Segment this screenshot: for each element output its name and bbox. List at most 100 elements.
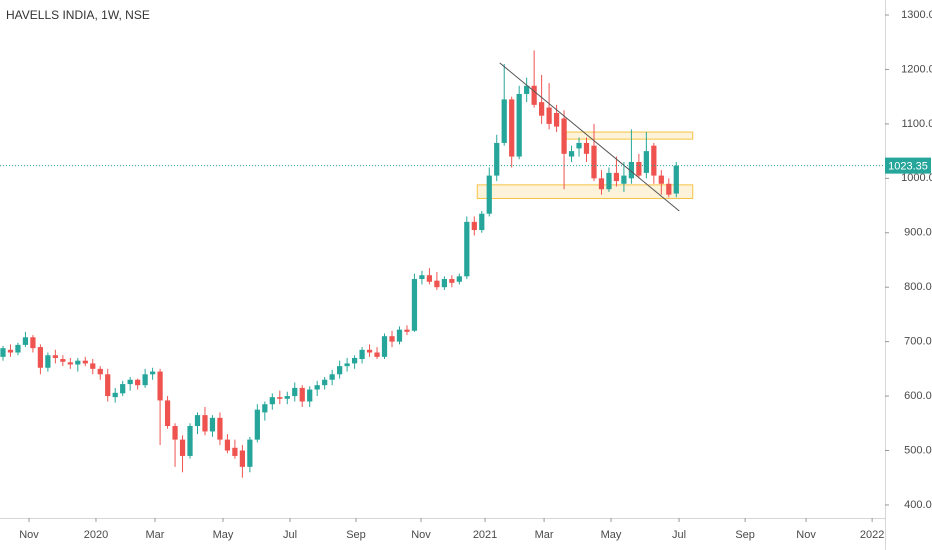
y-tick-label: 600.00 (904, 390, 932, 402)
candle-body (479, 213, 485, 231)
candle-body (516, 93, 522, 157)
candle-body (613, 172, 620, 182)
x-tick-label: May (213, 529, 234, 541)
y-tick-label: 1200.00 (901, 63, 932, 75)
candle-body (546, 107, 552, 124)
candle-body (67, 362, 73, 365)
candle-body (60, 359, 66, 362)
candle-body (217, 417, 223, 440)
x-tick-label: 2022 (860, 529, 884, 541)
candle-body (568, 151, 575, 157)
x-tick-label: Nov (796, 529, 816, 541)
candle-body (643, 151, 649, 173)
candle-body (239, 450, 246, 467)
candle-body (591, 145, 597, 179)
candle-body (45, 355, 51, 368)
candle-body (561, 118, 567, 154)
candle-body (82, 360, 88, 364)
candle-body (284, 396, 290, 399)
candle-body (127, 379, 133, 385)
candle-body (381, 336, 388, 357)
candle-body (254, 409, 260, 440)
x-tick-label: Mar (535, 529, 554, 541)
candle-body (411, 279, 418, 331)
y-tick-label: 1100.00 (902, 118, 932, 130)
candle-body (456, 276, 462, 282)
candle-body (351, 357, 358, 364)
y-tick-label: 500.00 (904, 444, 932, 456)
candle-body (464, 221, 470, 277)
candle-body (426, 275, 433, 282)
candle-body (666, 183, 672, 195)
candle-body (621, 175, 627, 184)
candle-body (441, 279, 447, 288)
last-price-tag (885, 157, 931, 174)
candle-body (202, 415, 208, 432)
candle-body (149, 371, 156, 375)
candle-body (658, 175, 664, 184)
candle-body (329, 374, 335, 380)
candle-body (486, 175, 492, 214)
candle-body (366, 349, 373, 353)
candle-body (172, 426, 178, 440)
candle-body (576, 142, 582, 149)
candle-body (224, 439, 231, 451)
candle-body (307, 389, 313, 402)
x-tick-label: 2020 (84, 529, 108, 541)
x-tick-label: Nov (19, 529, 39, 541)
candle-body (112, 392, 118, 398)
candle-body (232, 447, 238, 456)
candle-body (471, 221, 477, 231)
x-tick-label: Mar (146, 529, 165, 541)
candle-body (509, 99, 515, 157)
candle-body (606, 172, 612, 190)
candle-body (292, 387, 298, 397)
candle-body (15, 344, 21, 353)
x-tick-label: Sep (346, 529, 366, 541)
candle-body (209, 417, 216, 432)
candle-body (501, 99, 507, 143)
candle-body (247, 439, 253, 467)
x-tick-label: Sep (735, 529, 755, 541)
candle-body (277, 397, 283, 399)
candle-body (628, 161, 635, 179)
candle-body (179, 439, 186, 456)
candle-body (636, 161, 642, 176)
candle-body (269, 397, 275, 405)
x-tick-label: Jul (283, 529, 297, 541)
candle-body (142, 374, 148, 386)
last-price-label: 1023.35 (888, 161, 928, 173)
candle-body (651, 145, 657, 176)
candle-body (97, 368, 103, 375)
candle-body (404, 329, 410, 332)
candle-body (164, 400, 171, 427)
candle-body (322, 379, 328, 386)
x-tick-label: May (601, 529, 622, 541)
candle-body (494, 142, 500, 176)
y-tick-label: 1300.00 (901, 9, 932, 21)
candle-body (157, 371, 163, 401)
candle-body (419, 275, 425, 280)
candle-body (135, 379, 141, 386)
candle-body (598, 178, 605, 190)
candle-body (7, 349, 14, 353)
x-tick-label: Jul (672, 529, 686, 541)
candle-body (337, 366, 343, 375)
candle-body (194, 415, 201, 427)
candle-body (396, 329, 403, 342)
candle-body (90, 363, 96, 369)
zone (476, 184, 694, 199)
x-tick-label: Nov (411, 529, 431, 541)
candle-body (314, 385, 320, 390)
x-tick-label: 2021 (473, 529, 497, 541)
candle-body (37, 347, 44, 368)
y-tick-label: 800.00 (904, 281, 932, 293)
chart-title: HAVELLS INDIA, 1W, NSE (6, 8, 150, 22)
candle-body (0, 348, 6, 357)
candle-body (30, 337, 36, 349)
candle-body (299, 387, 305, 402)
candle-body (75, 360, 81, 365)
candle-body (434, 280, 440, 288)
